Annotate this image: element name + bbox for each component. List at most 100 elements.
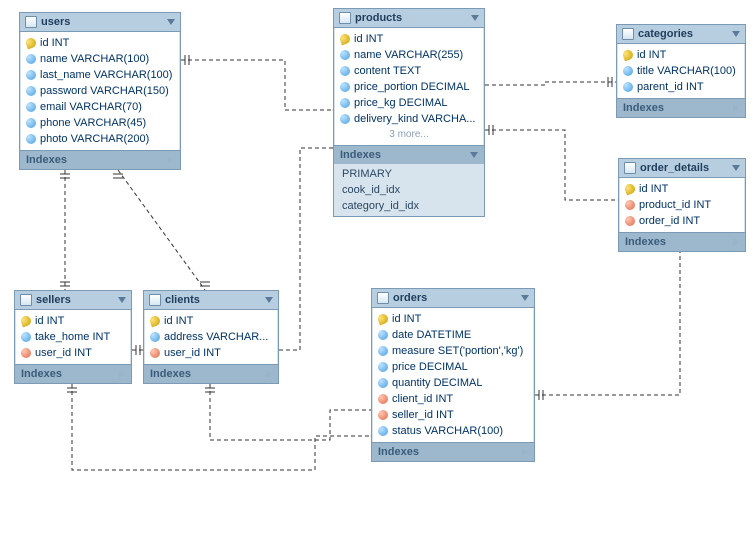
chevron-right-icon[interactable] — [266, 370, 272, 378]
column-icon — [340, 82, 350, 92]
table-header[interactable]: products — [334, 9, 484, 28]
column-text: name VARCHAR(255) — [354, 49, 463, 61]
indexes-section[interactable]: Indexes — [619, 232, 745, 251]
column-text: id INT — [639, 183, 668, 195]
relationship-edge — [118, 170, 205, 290]
column-row[interactable]: last_name VARCHAR(100) — [20, 67, 180, 83]
column-row[interactable]: id INT — [372, 311, 534, 327]
indexes-section[interactable]: Indexes — [334, 145, 484, 164]
table-categories[interactable]: categories id INTtitle VARCHAR(100)parent… — [616, 24, 746, 118]
column-row[interactable]: phone VARCHAR(45) — [20, 115, 180, 131]
column-row[interactable]: product_id INT — [619, 197, 745, 213]
table-header[interactable]: clients — [144, 291, 278, 310]
column-row[interactable]: order_id INT — [619, 213, 745, 229]
column-icon — [340, 50, 350, 60]
indexes-section[interactable]: Indexes — [20, 150, 180, 169]
section-label: Indexes — [378, 446, 419, 458]
column-row[interactable]: email VARCHAR(70) — [20, 99, 180, 115]
table-users[interactable]: users id INTname VARCHAR(100)last_name VA… — [19, 12, 181, 170]
indexes-section[interactable]: Indexes — [372, 442, 534, 461]
table-header[interactable]: users — [20, 13, 180, 32]
table-products[interactable]: products id INT name VARCHAR(255) content T… — [333, 8, 485, 217]
table-header[interactable]: orders — [372, 289, 534, 308]
more-columns-link[interactable]: 3 more... — [334, 127, 484, 142]
column-row[interactable]: price_kg DECIMAL — [334, 95, 484, 111]
column-row[interactable]: take_home INT — [15, 329, 131, 345]
column-row[interactable]: id INT — [334, 31, 484, 47]
index-item[interactable]: cook_id_idx — [334, 182, 484, 198]
table-title: users — [41, 16, 70, 28]
chevron-right-icon[interactable] — [733, 238, 739, 246]
column-text: delivery_kind VARCHA... — [354, 113, 475, 125]
indexes-section[interactable]: Indexes — [617, 98, 745, 117]
table-header[interactable]: categories — [617, 25, 745, 44]
table-header[interactable]: sellers — [15, 291, 131, 310]
column-row[interactable]: quantity DECIMAL — [372, 375, 534, 391]
column-row[interactable]: id INT — [619, 181, 745, 197]
column-row[interactable]: measure SET('portion','kg') — [372, 343, 534, 359]
column-text: id INT — [35, 315, 64, 327]
column-row[interactable]: password VARCHAR(150) — [20, 83, 180, 99]
column-row[interactable]: address VARCHAR... — [144, 329, 278, 345]
column-row[interactable]: user_id INT — [15, 345, 131, 361]
column-row[interactable]: delivery_kind VARCHA... — [334, 111, 484, 127]
chevron-down-icon[interactable] — [470, 152, 478, 158]
column-text: client_id INT — [392, 393, 453, 405]
column-row[interactable]: name VARCHAR(100) — [20, 51, 180, 67]
column-row[interactable]: name VARCHAR(255) — [334, 47, 484, 63]
table-sellers[interactable]: sellers id INT take_home INTuser_id INT Ind… — [14, 290, 132, 384]
chevron-right-icon[interactable] — [733, 104, 739, 112]
table-header[interactable]: order_details — [619, 159, 745, 178]
column-row[interactable]: status VARCHAR(100) — [372, 423, 534, 439]
collapse-icon[interactable] — [265, 297, 273, 303]
column-row[interactable]: client_id INT — [372, 391, 534, 407]
column-text: price DECIMAL — [392, 361, 468, 373]
chevron-right-icon[interactable] — [522, 448, 528, 456]
collapse-icon[interactable] — [167, 19, 175, 25]
index-item[interactable]: PRIMARY — [334, 166, 484, 182]
chevron-right-icon[interactable] — [119, 370, 125, 378]
column-text: user_id INT — [164, 347, 221, 359]
table-icon — [624, 162, 636, 174]
key-icon — [624, 183, 637, 196]
column-icon — [21, 332, 31, 342]
column-row[interactable]: parent_id INT — [617, 79, 745, 95]
table-clients[interactable]: clients id INTaddress VARCHAR... user_id I… — [143, 290, 279, 384]
column-row[interactable]: content TEXT — [334, 63, 484, 79]
table-title: orders — [393, 292, 427, 304]
column-icon — [340, 66, 350, 76]
column-row[interactable]: photo VARCHAR(200) — [20, 131, 180, 147]
table-order_details[interactable]: order_detailsid INT product_id INT order_i… — [618, 158, 746, 252]
index-item[interactable]: category_id_idx — [334, 198, 484, 214]
column-row[interactable]: date DATETIME — [372, 327, 534, 343]
table-icon — [20, 294, 32, 306]
table-orders[interactable]: orders id INTdate DATETIMEmeasure SET('po… — [371, 288, 535, 462]
column-row[interactable]: id INT — [617, 47, 745, 63]
chevron-right-icon[interactable] — [168, 156, 174, 164]
indexes-section[interactable]: Indexes — [144, 364, 278, 383]
column-icon — [26, 102, 36, 112]
column-row[interactable]: id INT — [20, 35, 180, 51]
column-row[interactable]: title VARCHAR(100) — [617, 63, 745, 79]
column-row[interactable]: id INT — [15, 313, 131, 329]
key-icon — [20, 315, 33, 328]
column-text: seller_id INT — [392, 409, 454, 421]
column-row[interactable]: price_portion DECIMAL — [334, 79, 484, 95]
column-row[interactable]: seller_id INT — [372, 407, 534, 423]
column-row[interactable]: user_id INT — [144, 345, 278, 361]
collapse-icon[interactable] — [118, 297, 126, 303]
column-text: quantity DECIMAL — [392, 377, 482, 389]
collapse-icon[interactable] — [521, 295, 529, 301]
table-title: clients — [165, 294, 200, 306]
collapse-icon[interactable] — [471, 15, 479, 21]
column-row[interactable]: price DECIMAL — [372, 359, 534, 375]
indexes-section[interactable]: Indexes — [15, 364, 131, 383]
collapse-icon[interactable] — [732, 31, 740, 37]
column-icon — [26, 134, 36, 144]
column-row[interactable]: id INT — [144, 313, 278, 329]
collapse-icon[interactable] — [732, 165, 740, 171]
column-text: photo VARCHAR(200) — [40, 133, 149, 145]
column-text: order_id INT — [639, 215, 700, 227]
column-icon — [378, 346, 388, 356]
section-label: Indexes — [625, 236, 666, 248]
